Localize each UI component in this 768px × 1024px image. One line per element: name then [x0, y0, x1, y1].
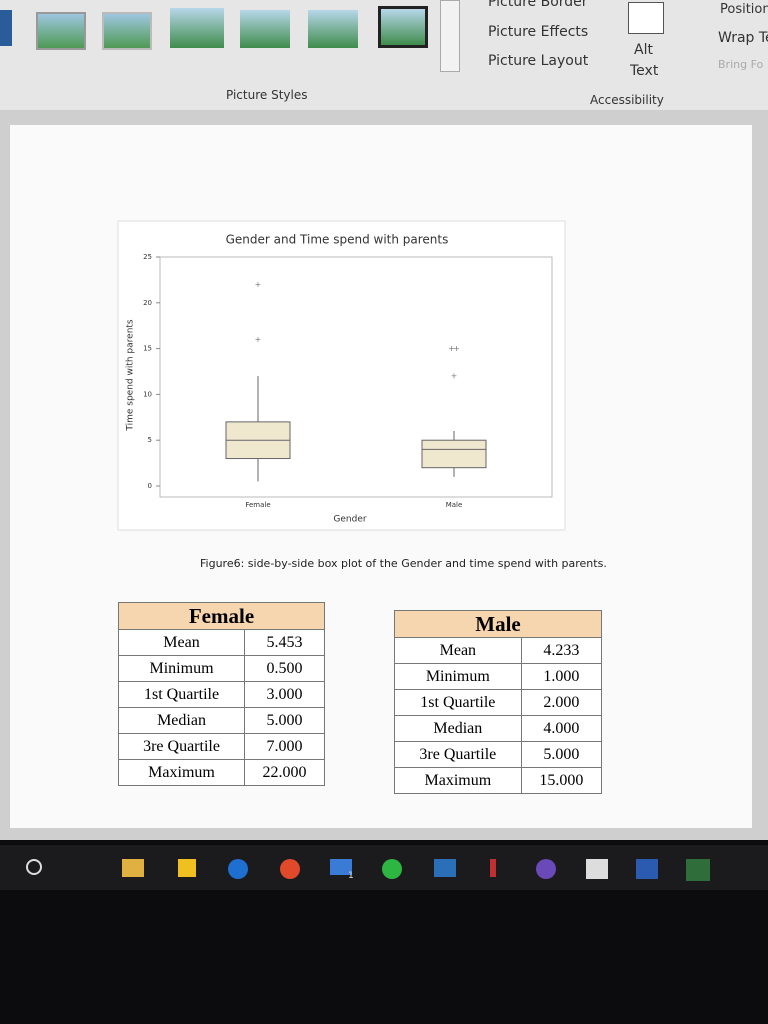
thumb: [378, 6, 428, 48]
ribbon: Picture Border Picture Effects Picture L…: [0, 0, 768, 110]
stat-value: 5.453: [244, 629, 325, 656]
stat-name: Minimum: [394, 663, 522, 690]
word-icon[interactable]: [636, 859, 658, 879]
outlier: +: [255, 280, 262, 289]
badge: 1: [348, 871, 354, 881]
start[interactable]: [26, 859, 42, 875]
outlier: +: [255, 335, 262, 344]
y-tick-label: 5: [148, 436, 152, 444]
app-icon[interactable]: [228, 859, 248, 879]
stat-name: Maximum: [394, 767, 522, 794]
stat-value: 4.000: [520, 715, 603, 742]
taskbar: 1: [0, 845, 768, 890]
picture-effects[interactable]: Picture Effects: [488, 24, 589, 40]
chart-frame: [117, 220, 566, 531]
stat-name: Median: [117, 707, 246, 734]
bring-forward[interactable]: Bring Fo: [718, 58, 764, 71]
plot-area: [159, 256, 553, 498]
table-title: Male: [394, 610, 602, 638]
stat-value: 15.000: [520, 767, 603, 794]
scroller[interactable]: [440, 0, 460, 72]
stats-table: Female Mean 5.453 Minimum 0.500 1st Quartile 3…: [117, 602, 325, 786]
stat-value: 1.000: [520, 663, 603, 690]
alt-icon: [628, 2, 664, 34]
stat-value: 4.233: [520, 637, 603, 664]
y-tick-label: 10: [143, 390, 152, 398]
alt-text[interactable]: Alt: [634, 42, 653, 58]
x-axis-label: Gender: [333, 515, 366, 525]
stat-value: 0.500: [244, 655, 325, 682]
stat-value: 2.000: [520, 689, 603, 716]
thumb: [240, 10, 290, 48]
app-icon[interactable]: [586, 859, 608, 879]
app-icon[interactable]: [536, 859, 556, 879]
y-axis-label: Time spend with parents: [126, 319, 136, 432]
app-icon[interactable]: [686, 859, 710, 881]
outlier: +: [453, 344, 460, 353]
y-tick-label: 0: [148, 482, 152, 490]
app-icon[interactable]: [434, 859, 456, 877]
position[interactable]: Position: [720, 2, 768, 17]
stat-name: Mean: [117, 629, 246, 656]
y-tick-label: 15: [143, 345, 152, 353]
stat-name: Maximum: [117, 759, 246, 786]
app-icon[interactable]: [178, 859, 196, 877]
outlier: +: [448, 344, 455, 353]
stat-name: 1st Quartile: [394, 689, 522, 716]
thumb: [308, 10, 358, 48]
wrap-text[interactable]: Wrap Te: [718, 30, 768, 46]
y-tick-label: 25: [143, 253, 152, 261]
picture-border[interactable]: Picture Border: [488, 0, 588, 10]
group-label: Picture Styles: [226, 88, 308, 102]
y-tick-label: 20: [143, 299, 152, 307]
stat-value: 3.000: [244, 681, 325, 708]
stat-name: Minimum: [117, 655, 246, 682]
stat-value: 5.000: [244, 707, 325, 734]
alt-text[interactable]: Text: [630, 63, 659, 79]
outlier: +: [451, 372, 458, 381]
stat-value: 22.000: [244, 759, 325, 786]
chart-title: Gender and Time spend with parents: [226, 233, 449, 247]
x-tick-label: Male: [446, 501, 463, 509]
thumb: [0, 10, 12, 46]
app-icon[interactable]: [490, 859, 496, 877]
box: [421, 439, 487, 469]
table-title: Female: [118, 602, 325, 630]
stat-name: Mean: [394, 637, 522, 664]
stats-table: Male Mean 4.233 Minimum 1.000 1st Quartile 2.0…: [394, 610, 603, 794]
stat-value: 7.000: [244, 733, 325, 760]
app-icon[interactable]: [382, 859, 402, 879]
stat-name: 1st Quartile: [117, 681, 246, 708]
group-label[interactable]: Accessibility: [590, 93, 664, 107]
stat-name: 3re Quartile: [117, 733, 246, 760]
thumb: [102, 12, 152, 50]
thumb: [36, 12, 86, 50]
caption: Figure6: side-by-side box plot of the Ge…: [200, 557, 607, 570]
app-icon[interactable]: [280, 859, 300, 879]
stat-name: 3re Quartile: [394, 741, 522, 768]
thumb: [170, 8, 224, 48]
app-icon[interactable]: [122, 859, 144, 877]
picture-layout[interactable]: Picture Layout: [488, 53, 589, 69]
mail-icon[interactable]: [330, 859, 352, 875]
x-tick-label: Female: [245, 501, 270, 509]
stat-value: 5.000: [520, 741, 603, 768]
stat-name: Median: [394, 715, 522, 742]
